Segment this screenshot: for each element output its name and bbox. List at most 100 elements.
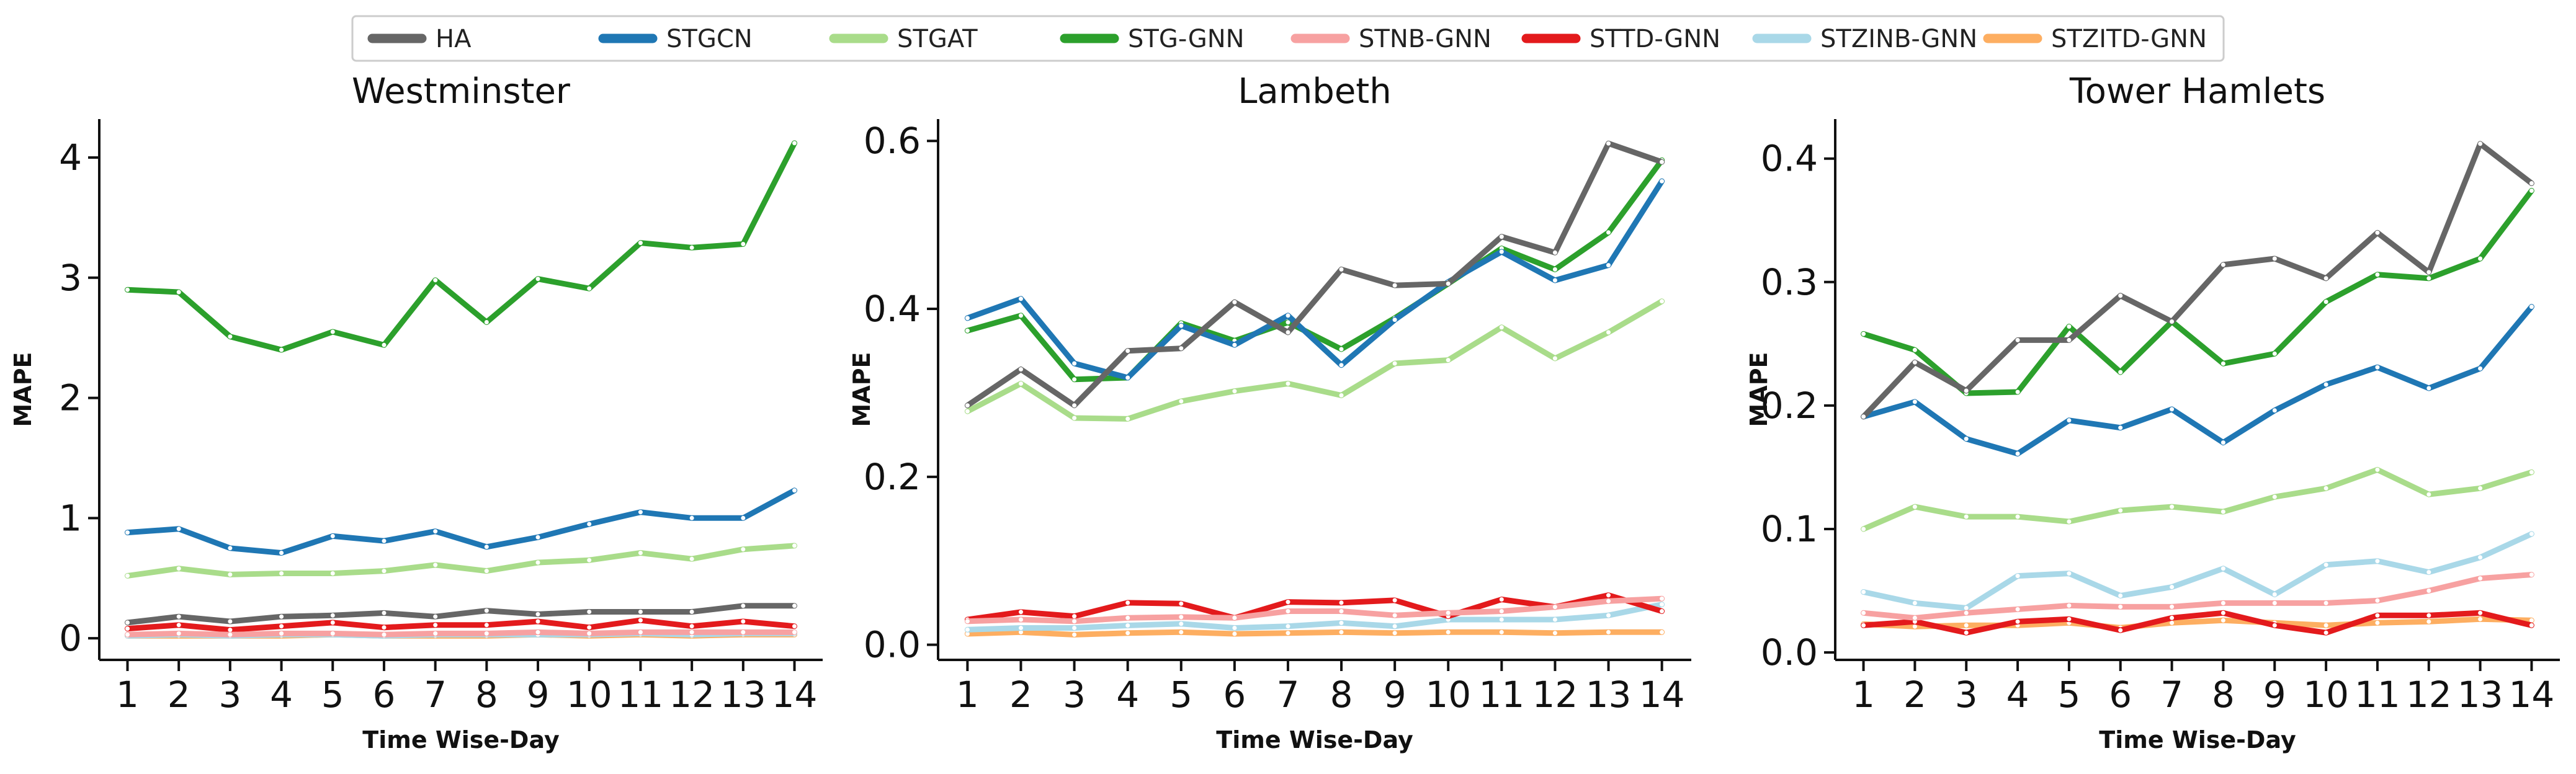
x-tick-label: 3 bbox=[1063, 674, 1086, 716]
data-point bbox=[2170, 615, 2175, 620]
data-point bbox=[1392, 631, 1397, 636]
series-line-stzitd-gnn bbox=[1861, 616, 2534, 631]
data-point bbox=[1286, 330, 1290, 335]
data-point bbox=[792, 603, 797, 608]
data-point bbox=[1964, 514, 1969, 519]
x-tick-label: 6 bbox=[2109, 674, 2132, 716]
x-tick-label: 5 bbox=[1169, 674, 1192, 716]
data-point bbox=[1072, 361, 1077, 366]
data-point bbox=[1392, 318, 1397, 322]
data-point bbox=[1660, 629, 1665, 634]
data-point bbox=[1446, 358, 1451, 363]
legend-label: STZINB-GNN bbox=[1820, 25, 1977, 53]
data-point bbox=[228, 334, 233, 339]
data-point bbox=[125, 626, 130, 631]
data-point bbox=[2426, 386, 2431, 391]
series-line-stzitd-gnn bbox=[964, 629, 1665, 638]
x-tick-label: 5 bbox=[2057, 674, 2080, 716]
x-tick-label: 12 bbox=[1532, 674, 1578, 716]
data-point bbox=[2529, 181, 2534, 185]
data-point bbox=[279, 571, 284, 576]
data-point bbox=[1232, 300, 1237, 305]
data-point bbox=[228, 619, 233, 624]
data-point bbox=[792, 624, 797, 629]
data-point bbox=[1179, 629, 1184, 634]
data-point bbox=[433, 278, 438, 283]
data-point bbox=[279, 614, 284, 619]
data-point bbox=[741, 242, 746, 246]
data-point bbox=[587, 610, 592, 614]
series-sttd-gnn bbox=[1861, 610, 2534, 636]
x-axis-label: Time Wise-Day bbox=[2099, 726, 2296, 754]
data-point bbox=[1339, 347, 1344, 352]
series-stg-gnn bbox=[125, 140, 797, 353]
data-point bbox=[2015, 337, 2020, 342]
data-point bbox=[1179, 399, 1184, 404]
data-point bbox=[1660, 159, 1665, 164]
data-point bbox=[689, 610, 694, 614]
data-point bbox=[1552, 267, 1557, 272]
data-point bbox=[1606, 629, 1611, 634]
data-point bbox=[2529, 623, 2534, 628]
legend-entry-stgat: STGAT bbox=[829, 25, 978, 53]
x-tick-label: 3 bbox=[1955, 674, 1978, 716]
data-point bbox=[484, 608, 489, 613]
data-point bbox=[382, 625, 387, 630]
data-point bbox=[228, 628, 233, 633]
data-point bbox=[279, 347, 284, 352]
data-point bbox=[2478, 486, 2483, 491]
series-stgat bbox=[125, 543, 797, 579]
y-tick-label: 4 bbox=[59, 136, 82, 179]
data-point bbox=[792, 629, 797, 634]
data-point bbox=[638, 241, 643, 246]
data-point bbox=[2015, 452, 2020, 456]
x-tick-label: 11 bbox=[618, 674, 664, 716]
data-point bbox=[535, 619, 540, 624]
data-point bbox=[1606, 263, 1611, 268]
series-stzinb-gnn bbox=[964, 602, 1665, 633]
data-point bbox=[1964, 388, 1969, 393]
data-point bbox=[2170, 620, 2175, 625]
x-tick-label: 9 bbox=[2263, 674, 2286, 716]
data-point bbox=[279, 624, 284, 629]
data-point bbox=[1392, 361, 1397, 366]
data-point bbox=[965, 619, 970, 624]
legend-entry-ha: HA bbox=[367, 25, 472, 53]
data-point bbox=[1499, 617, 1504, 622]
data-point bbox=[433, 631, 438, 636]
data-point bbox=[2067, 571, 2072, 576]
series-line-stgcn bbox=[964, 178, 1665, 381]
data-point bbox=[2375, 620, 2380, 625]
data-point bbox=[228, 572, 233, 577]
series-line-stg-gnn bbox=[125, 140, 797, 353]
data-point bbox=[1552, 617, 1557, 622]
data-point bbox=[689, 556, 694, 561]
data-point bbox=[484, 569, 489, 574]
data-point bbox=[1179, 615, 1184, 620]
data-point bbox=[1660, 602, 1665, 607]
data-point bbox=[1912, 360, 1917, 365]
x-tick-label: 13 bbox=[720, 674, 766, 716]
data-point bbox=[965, 328, 970, 333]
data-point bbox=[2375, 272, 2380, 277]
data-point bbox=[484, 631, 489, 636]
series-stnb-gnn bbox=[1861, 572, 2534, 621]
data-point bbox=[1072, 632, 1077, 637]
data-point bbox=[2067, 519, 2072, 524]
data-point bbox=[2272, 600, 2277, 605]
y-axis-label: MAPE bbox=[9, 352, 37, 427]
data-point bbox=[2118, 604, 2123, 609]
legend-label: STTD-GNN bbox=[1590, 25, 1720, 53]
data-point bbox=[2426, 492, 2431, 497]
data-point bbox=[1019, 610, 1023, 615]
data-point bbox=[2478, 256, 2483, 261]
data-point bbox=[638, 618, 643, 623]
x-tick-label: 14 bbox=[772, 674, 818, 716]
data-point bbox=[2323, 382, 2328, 387]
data-point bbox=[2170, 604, 2175, 609]
data-point bbox=[1861, 414, 1866, 419]
data-point bbox=[689, 624, 694, 629]
panel-title: Tower Hamlets bbox=[2069, 71, 2325, 112]
